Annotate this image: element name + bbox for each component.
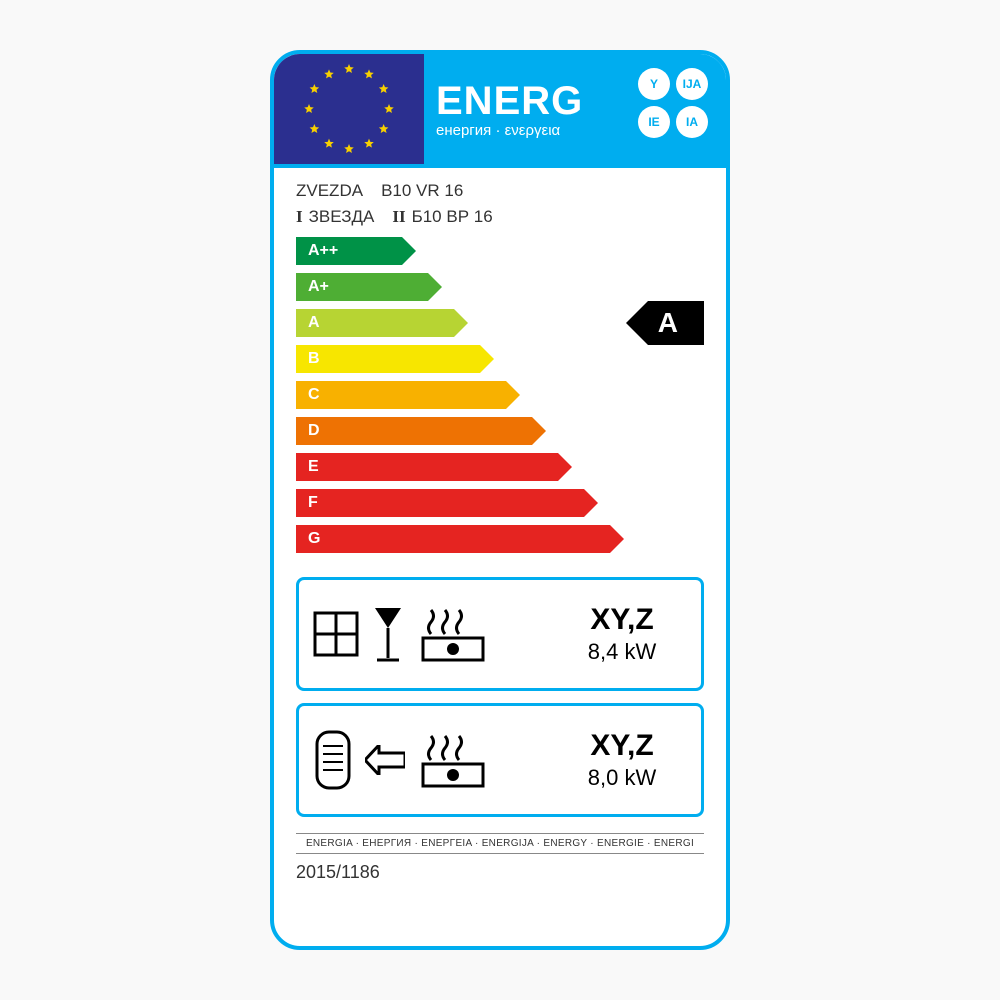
scale-arrow-E: E — [296, 453, 572, 481]
scale-arrow-tip — [402, 237, 416, 265]
scale-arrow-label: G — [296, 525, 610, 553]
scale-arrow-D: D — [296, 417, 546, 445]
water-xyz: XY,Z — [557, 729, 687, 763]
rating-arrow-tip — [626, 301, 648, 345]
scale-arrow-label: A++ — [296, 237, 402, 265]
scale-arrow-A: A — [296, 309, 468, 337]
scale-arrow-tip — [480, 345, 494, 373]
efficiency-scale: A A++A+ABCDEFG — [274, 237, 726, 565]
rating-indicator: A — [626, 301, 704, 345]
eu-stars-icon — [289, 59, 409, 159]
scale-arrow-Aplusplus: A++ — [296, 237, 416, 265]
label-header: ENERG енергия · ενεργεια YIJAIEIA — [274, 54, 726, 168]
scale-arrow-label: B — [296, 345, 480, 373]
model-cyr: Б10 ВР 16 — [412, 207, 493, 226]
supplier-latin: ZVEZDA — [296, 178, 363, 204]
scale-arrow-B: B — [296, 345, 494, 373]
scale-arrow-C: C — [296, 381, 520, 409]
scale-arrow-label: A+ — [296, 273, 428, 301]
lang-circle: IJA — [676, 68, 708, 100]
supplier-block: ZVEZDA B10 VR 16 IЗВЕЗДА IIБ10 ВР 16 — [274, 168, 726, 233]
scale-arrow-tip — [610, 525, 624, 553]
window-icon — [313, 611, 359, 657]
model-latin: B10 VR 16 — [381, 178, 463, 204]
water-kw: 8,0 kW — [557, 765, 687, 791]
header-lang-circles: YIJAIEIA — [638, 68, 708, 138]
arrow-left-icon — [365, 745, 405, 775]
stove-heat-icon — [417, 604, 489, 664]
scale-arrow-Aplus: A+ — [296, 273, 442, 301]
scale-arrow-tip — [532, 417, 546, 445]
lang-circle: Y — [638, 68, 670, 100]
scale-arrow-tip — [428, 273, 442, 301]
energy-label: ENERG енергия · ενεργεια YIJAIEIA ZVEZDA… — [270, 50, 730, 950]
scale-arrow-tip — [454, 309, 468, 337]
scale-arrow-tip — [558, 453, 572, 481]
scale-arrow-G: G — [296, 525, 624, 553]
header-right: ENERG енергия · ενεργεια YIJAIEIA — [424, 54, 726, 164]
scale-arrow-tip — [506, 381, 520, 409]
scale-arrow-label: E — [296, 453, 558, 481]
boiler-icon — [313, 728, 353, 792]
footer-regulation: 2015/1186 — [274, 854, 726, 883]
lamp-icon — [371, 604, 405, 664]
rating-class: A — [648, 301, 704, 345]
scale-arrow-label: C — [296, 381, 506, 409]
space-heating-box: XY,Z 8,4 kW — [296, 577, 704, 691]
supplier-cyr: ЗВЕЗДА — [309, 207, 375, 226]
output-boxes: XY,Z 8,4 kW — [274, 577, 726, 817]
space-xyz: XY,Z — [557, 603, 687, 637]
water-heating-box: XY,Z 8,0 kW — [296, 703, 704, 817]
stove-heat-icon — [417, 730, 489, 790]
eu-flag — [274, 54, 424, 164]
scale-arrow-F: F — [296, 489, 598, 517]
scale-arrow-label: A — [296, 309, 454, 337]
lang-circle: IE — [638, 106, 670, 138]
scale-arrow-label: D — [296, 417, 532, 445]
scale-arrow-tip — [584, 489, 598, 517]
footer-languages: ENERGIA · ЕНЕРГИЯ · ΕΝΕΡΓΕΙΑ · ENERGIJA … — [296, 833, 704, 854]
scale-arrow-label: F — [296, 489, 584, 517]
space-kw: 8,4 kW — [557, 639, 687, 665]
lang-circle: IA — [676, 106, 708, 138]
